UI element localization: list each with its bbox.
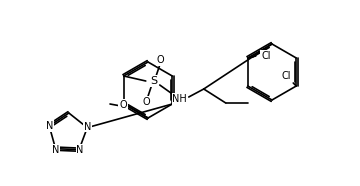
Text: N: N <box>52 145 59 155</box>
Text: N: N <box>76 145 84 155</box>
Text: N: N <box>84 122 91 132</box>
Text: O: O <box>119 100 127 110</box>
Text: S: S <box>150 76 157 86</box>
Text: NH: NH <box>172 94 187 104</box>
Text: O: O <box>143 97 150 107</box>
Text: Cl: Cl <box>282 71 291 81</box>
Text: O: O <box>157 55 165 65</box>
Text: Cl: Cl <box>261 51 270 61</box>
Text: N: N <box>46 121 53 131</box>
